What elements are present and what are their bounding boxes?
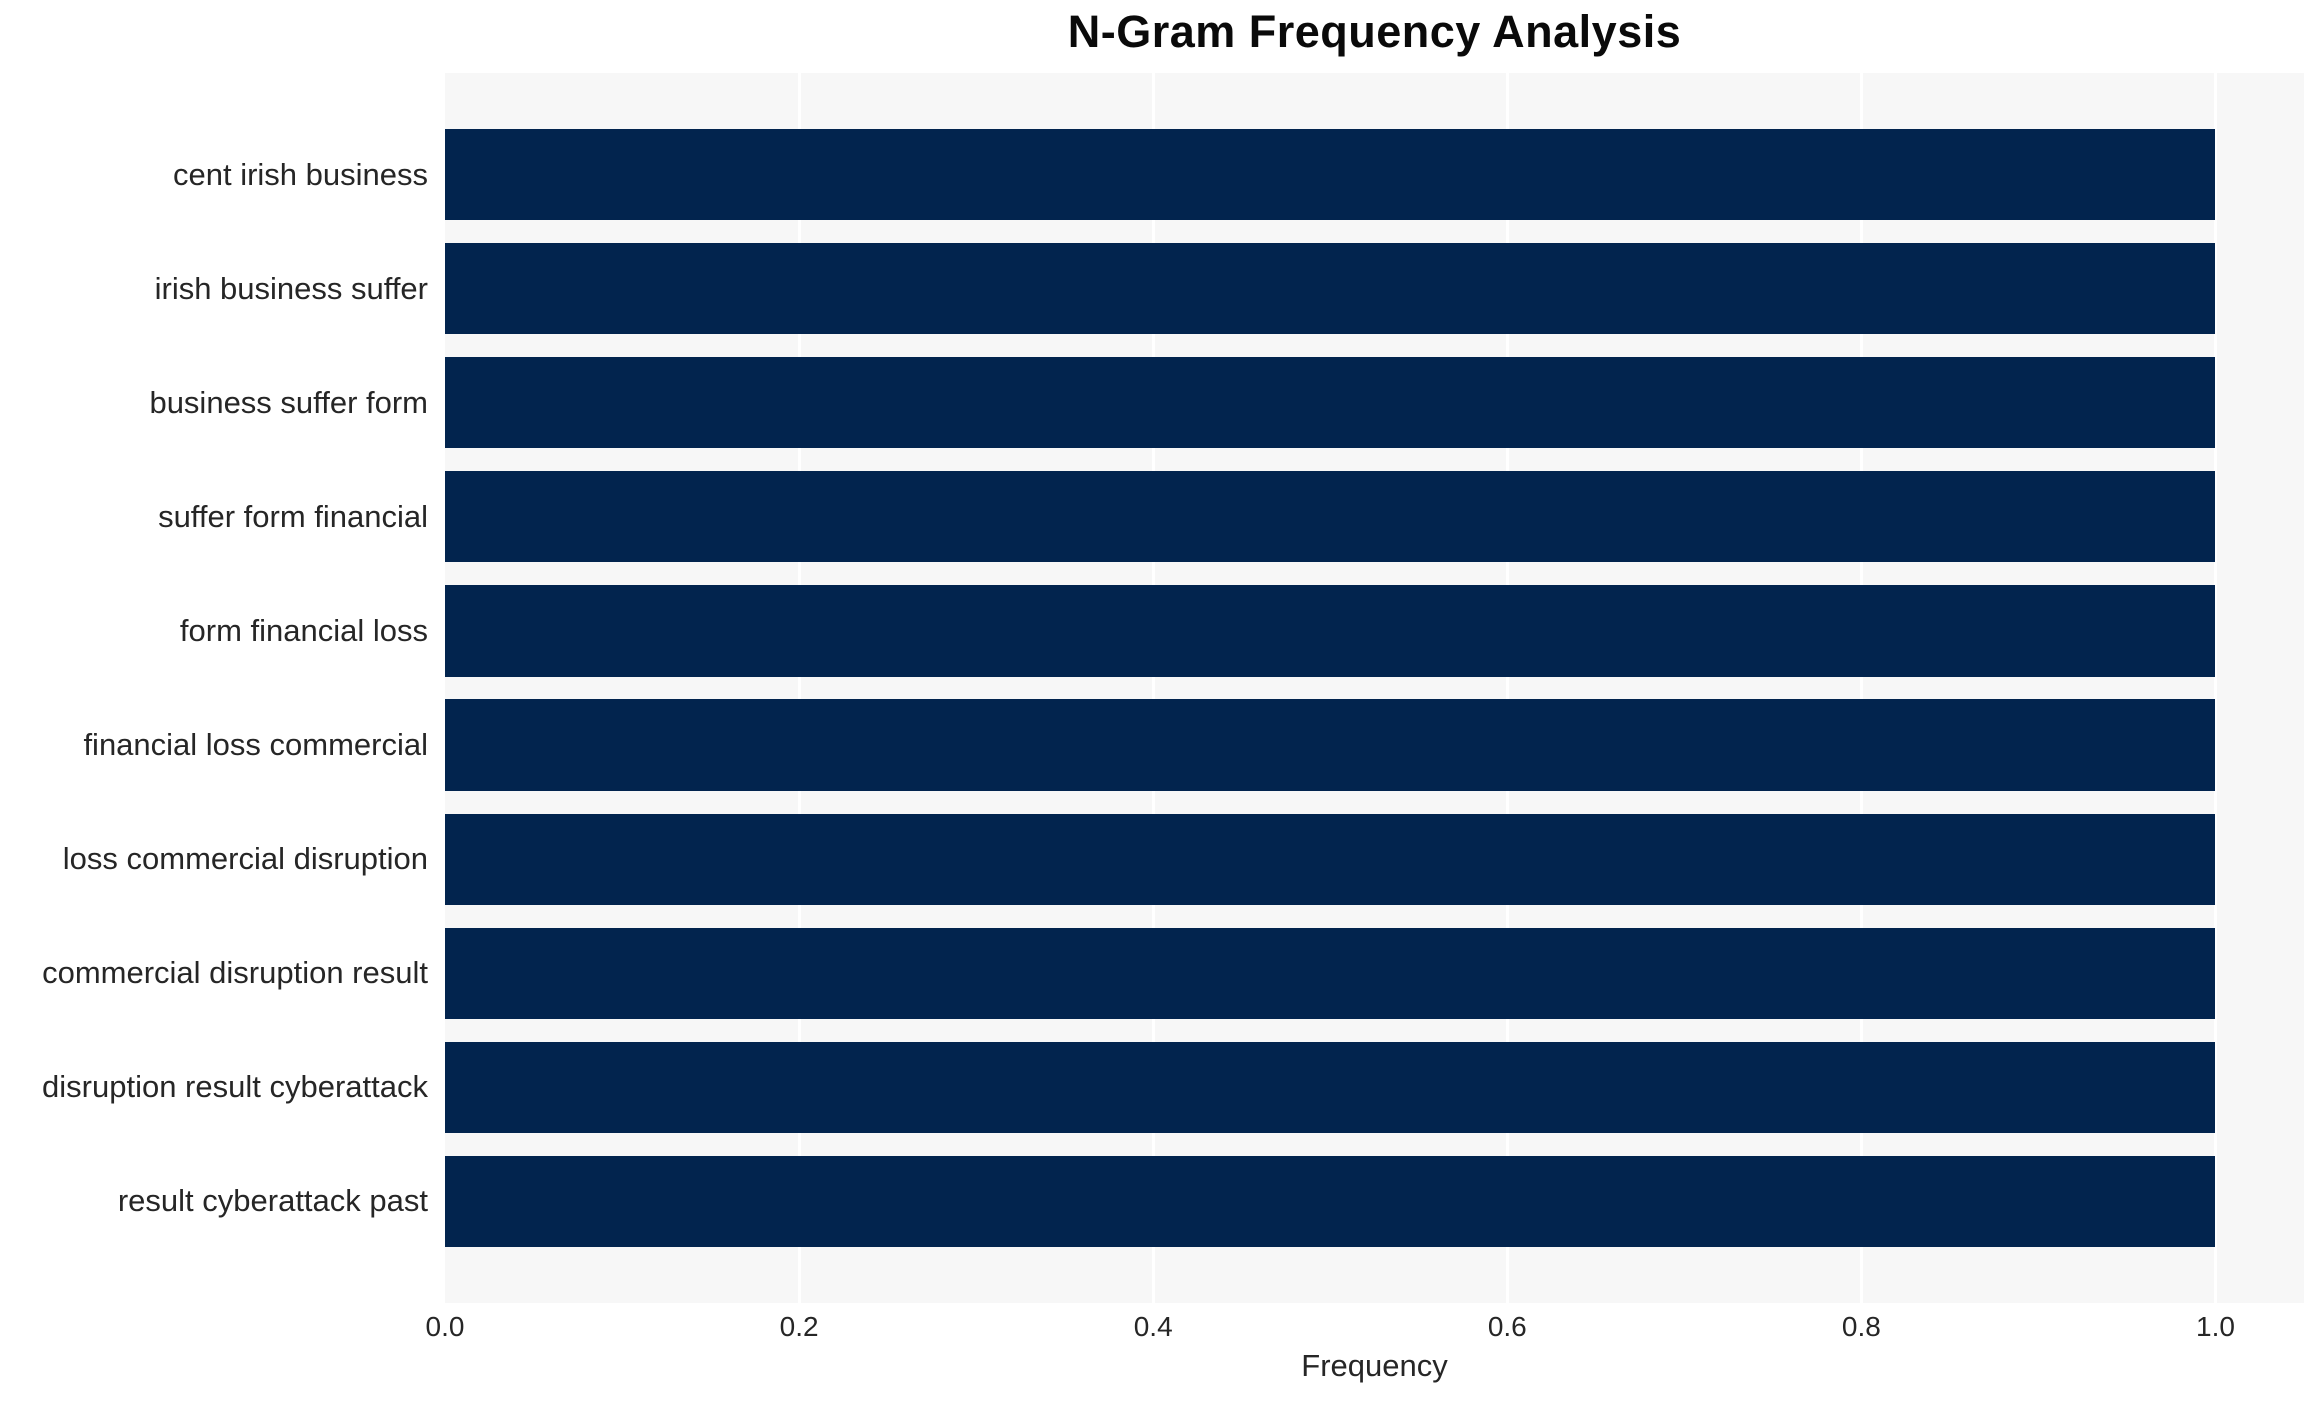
bar-3 (445, 471, 2216, 563)
gridline-x-0.6 (1505, 73, 1509, 1303)
x-tick-label-1.0: 1.0 (2196, 1311, 2235, 1342)
y-tick-label-8: disruption result cyberattack (42, 1069, 428, 1105)
bar-4 (445, 585, 2216, 677)
plot-area (445, 73, 2304, 1303)
x-tick-label-0.6: 0.6 (1487, 1311, 1527, 1342)
chart-title: N-Gram Frequency Analysis (1067, 6, 1682, 57)
y-tick-label-2: business suffer form (149, 384, 428, 420)
gridline-x-0.8 (1859, 73, 1863, 1303)
y-tick-label-9: result cyberattack past (117, 1183, 428, 1219)
gridline-x-0.2 (797, 73, 801, 1303)
bar-5 (445, 699, 2216, 791)
y-tick-label-1: irish business suffer (154, 270, 428, 306)
bar-6 (445, 813, 2216, 905)
bar-7 (445, 927, 2216, 1019)
x-tick-label-0.2: 0.2 (779, 1311, 819, 1342)
y-tick-label-3: suffer form financial (158, 498, 428, 534)
y-tick-label-5: financial loss commercial (83, 727, 428, 763)
x-tick-label-0.0: 0.0 (425, 1311, 465, 1342)
y-tick-label-0: cent irish business (172, 156, 428, 192)
bar-2 (445, 357, 2216, 449)
bar-1 (445, 243, 2216, 335)
gridline-x-0.4 (1151, 73, 1155, 1303)
y-tick-label-6: loss commercial disruption (62, 841, 428, 877)
x-tick-label-0.8: 0.8 (1841, 1311, 1881, 1342)
y-tick-label-7: commercial disruption result (42, 955, 428, 991)
bar-9 (445, 1155, 2216, 1248)
y-tick-label-4: form financial loss (179, 612, 428, 648)
x-axis-label: Frequency (1301, 1348, 1448, 1383)
bar-8 (445, 1041, 2216, 1133)
x-tick-label-0.4: 0.4 (1133, 1311, 1173, 1342)
bar-0 (445, 128, 2216, 221)
gridline-x-1.0 (2213, 73, 2217, 1303)
